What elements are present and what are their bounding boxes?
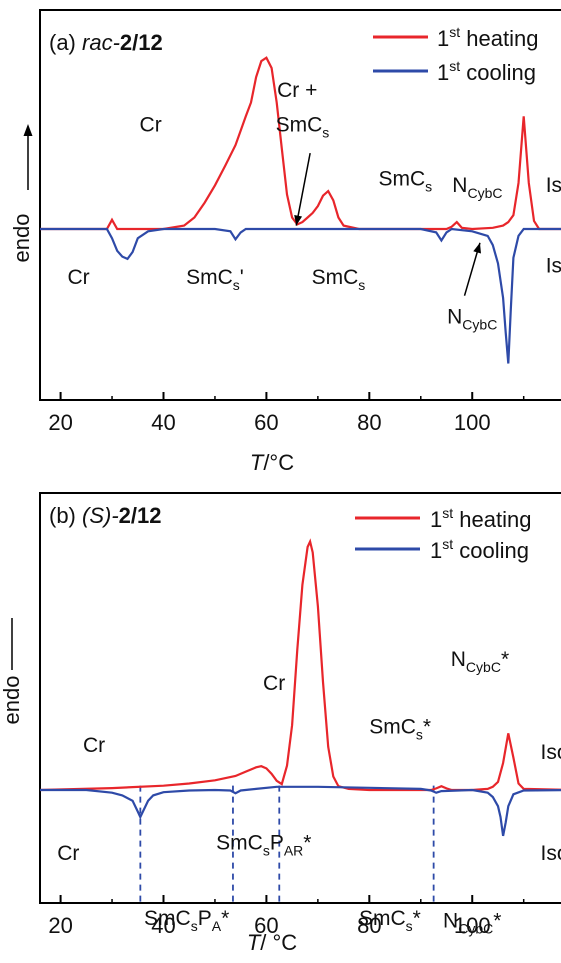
panel-a-legend-cooling: 1st cooling [437,58,536,85]
panel-b-plot-frame [39,492,561,904]
annotation-arrow-head [294,214,303,226]
x-tick-label: 40 [151,410,175,435]
panel-b-y-axis-label: endo [0,618,24,724]
phase-label: Cr [68,266,90,289]
panel-a-legend-heating: 1st heating [437,24,538,51]
phase-label: NCybC [447,305,497,332]
panel-b-legend: 1st heating 1st cooling [355,505,531,563]
panel-a-chart: (a) rac-2/12 1st heating 1st cooling 20 4… [9,9,561,475]
panel-b-title: (b) (S)-2/12 [49,503,162,528]
panel-a-legend: 1st heating 1st cooling [373,24,538,85]
panel-b-x-axis: 20 40 60 80 100 [48,895,525,938]
phase-label: SmCs' [186,266,244,293]
phase-label: Iso [541,842,561,865]
panel-b-annotations: Cr Cr SmCs* NCybC* Iso Cr SmCsPA* SmCsPAR* SmCs*… [57,648,561,937]
annotation-arrow-head [473,242,481,254]
x-tick-label: 100 [454,913,491,938]
phase-label: Iso [546,174,561,197]
x-tick-label: 60 [254,913,278,938]
panel-a-y-axis-label: endo [9,124,34,262]
panel-a-endo-arrow-head [23,124,33,136]
phase-label: Iso [541,741,561,764]
phase-label: SmCs [379,167,433,194]
phase-label: Cr + [277,79,317,102]
phase-label: SmCs [312,266,366,293]
panel-a-heating-curve [40,56,561,231]
x-tick-label: 40 [151,913,175,938]
panel-b-chart: (b) (S)-2/12 1st heating 1st cooling 20 4… [0,492,561,955]
panel-b-cooling-curve [40,785,561,837]
panel-a-y-label-text: endo [9,214,34,263]
phase-label: Cr [57,842,79,865]
panel-b-legend-cooling: 1st cooling [430,536,529,563]
phase-label: Cr [83,734,105,757]
panel-b-x-axis-label: T/ °C [247,930,297,955]
phase-label: Iso [546,255,561,278]
phase-label: Cr [263,672,285,695]
annotation-arrow-line [295,152,311,226]
panel-a-annotations: Cr Cr + SmCs SmCs NCybC Iso Cr SmCs' SmCs NCybC Is… [68,79,561,333]
panel-a-cooling-curve [40,227,561,364]
x-tick-label: 20 [48,913,72,938]
phase-label: SmCs* [359,907,421,934]
x-tick-label: 80 [357,913,381,938]
panel-a-title: (a) rac-2/12 [49,30,163,55]
phase-label: SmCs [276,113,330,140]
x-tick-label: 80 [357,410,381,435]
x-tick-label: 20 [48,410,72,435]
panel-a-plot-frame [39,9,561,401]
phase-label: NCybC [452,174,502,201]
panel-b-legend-heating: 1st heating [430,505,531,532]
phase-label: NCybC* [443,910,501,937]
x-tick-label: 100 [454,410,491,435]
panel-b-heating-curve [39,538,561,792]
phase-label: SmCs* [369,715,431,742]
panel-a-x-axis-label: T/°C [250,450,294,475]
panel-b-y-label-text: endo [0,676,24,725]
phase-label: Cr [140,113,162,136]
x-tick-label: 60 [254,410,278,435]
phase-label: SmCsPA* [144,907,229,934]
phase-label: SmCsPAR* [216,831,311,858]
panel-b-transition-markers [139,785,435,903]
phase-label: NCybC* [451,648,509,675]
panel-a-x-axis: 20 40 60 80 100 [48,392,525,435]
